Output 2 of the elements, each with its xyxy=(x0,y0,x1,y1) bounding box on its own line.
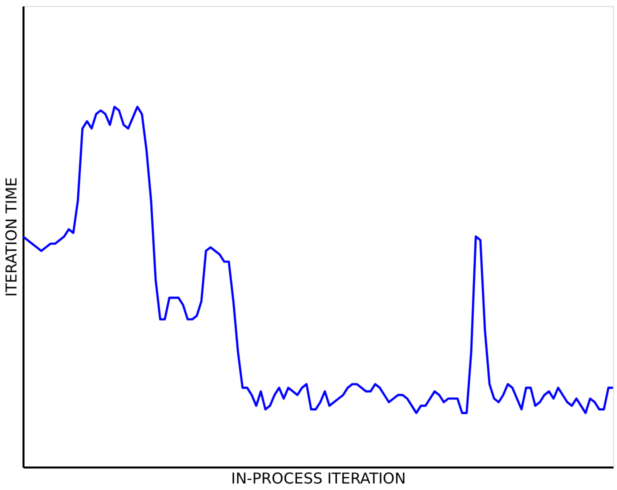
x-axis-title: IN-PROCESS ITERATION xyxy=(231,470,406,488)
y-axis-title: ITERATION TIME xyxy=(2,177,20,297)
